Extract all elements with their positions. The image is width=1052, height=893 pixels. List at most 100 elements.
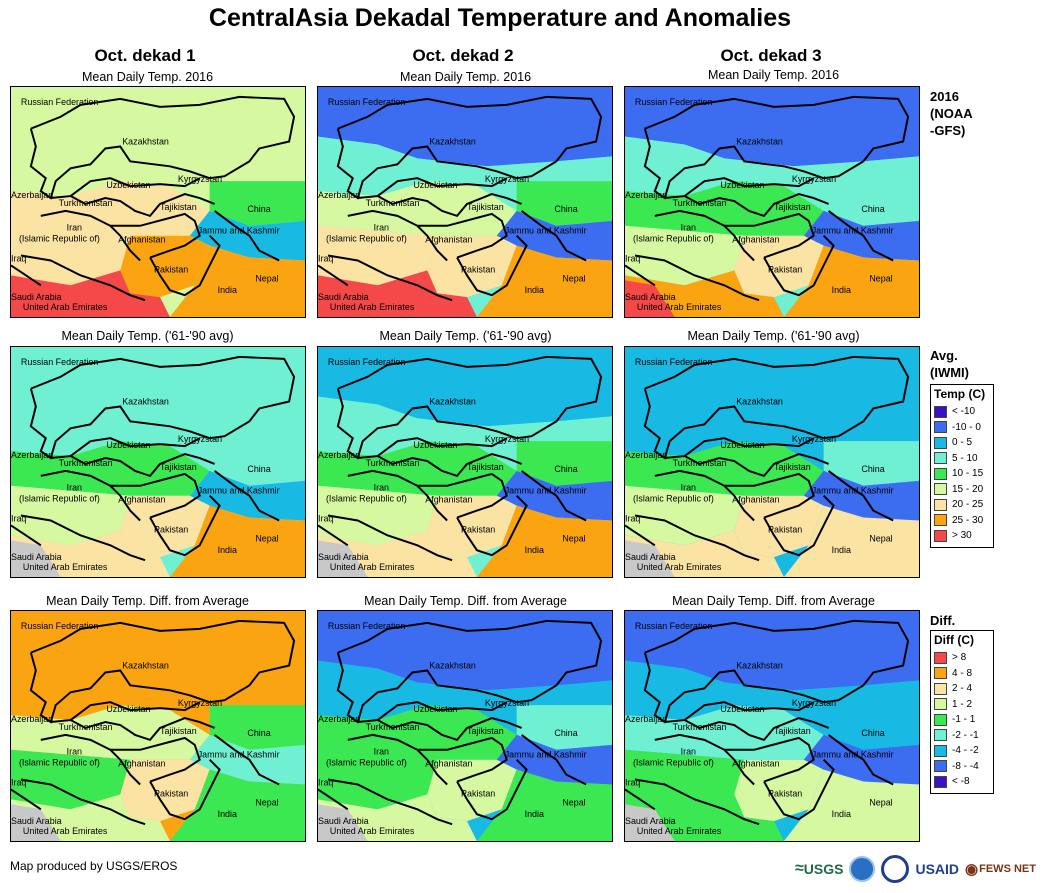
country-border (347, 733, 448, 786)
country-label-iran-sub: (Islamic Republic of) (19, 758, 100, 768)
country-label-kyrgyzstan: Kyrgyzstan (485, 174, 529, 184)
legend-swatch (934, 421, 947, 434)
row-label-average: Avg. (IWMI) (930, 348, 969, 380)
country-border (149, 495, 221, 557)
country-label-iraq: Iraq (625, 253, 640, 263)
climate-zone-india (476, 769, 612, 841)
country-label-kyrgyzstan: Kyrgyzstan (485, 434, 529, 444)
map-average-dekad-2: Russian Federation Kazakhstan Uzbekistan Ky… (317, 346, 613, 578)
country-label-china: China (554, 204, 577, 214)
climate-zone-kaz (318, 660, 612, 721)
country-label-tajikistan: Tajikistan (774, 202, 811, 212)
country-border (643, 388, 864, 460)
country-label-afghanistan: Afghanistan (425, 235, 472, 245)
country-label-pakistan: Pakistan (461, 524, 495, 534)
country-label-turkmenistan: Turkmenistan (59, 198, 113, 208)
country-label-india: India (525, 545, 544, 555)
country-label-iran: Iran (374, 483, 389, 493)
country-label-india: India (832, 545, 851, 555)
climate-zone-cent (11, 181, 210, 236)
country-border (521, 734, 587, 786)
country-label-saudi: Saudi Arabia (625, 816, 676, 826)
climate-zone-iran (318, 225, 438, 286)
climate-zone-kaz (318, 136, 612, 197)
map-2016-dekad-2: Russian Federation Kazakhstan Uzbekistan Ky… (317, 86, 613, 318)
diff-legend: Diff (C) > 8 4 - 8 2 - 4 1 - 2 -1 - 1 -2 - -1… (930, 630, 994, 794)
legend-swatch (934, 514, 947, 527)
legend-label: < -8 (952, 776, 970, 788)
country-border (644, 619, 910, 686)
climate-zone-north (318, 347, 612, 427)
country-border (643, 128, 864, 200)
climate-zone-kaz (625, 660, 919, 721)
climate-zone-cent (11, 705, 210, 760)
map-caption: Mean Daily Temp. Diff. from Average (672, 594, 875, 608)
country-label-iran-sub: (Islamic Republic of) (633, 234, 714, 244)
country-label-uzbekistan: Uzbekistan (720, 180, 764, 190)
country-border (110, 212, 201, 259)
legend-swatch (934, 467, 947, 480)
country-label-china: China (247, 728, 270, 738)
country-label-iran: Iran (374, 747, 389, 757)
country-label-jammu: Jammu and Kashmir (505, 226, 587, 236)
anomaly-map: Russian Federation Kazakhstan Uzbekistan Ky… (11, 611, 305, 841)
climate-zone-india (783, 505, 919, 577)
country-label-iran-sub: (Islamic Republic of) (633, 758, 714, 768)
legend-label: -8 - -4 (952, 760, 979, 772)
country-label-kyrgyzstan: Kyrgyzstan (178, 434, 222, 444)
country-label-azerbaijan: Azerbaijan (318, 190, 360, 200)
climate-zone-pak (120, 759, 210, 822)
country-label-iraq: Iraq (318, 513, 333, 523)
country-label-azerbaijan: Azerbaijan (625, 714, 667, 724)
country-border (20, 254, 146, 302)
country-label-tajikistan: Tajikistan (160, 462, 197, 472)
country-label-pakistan: Pakistan (768, 524, 802, 534)
country-label-nepal: Nepal (255, 273, 278, 283)
country-label-saudi: Saudi Arabia (11, 816, 62, 826)
country-label-saudi: Saudi Arabia (318, 552, 369, 562)
country-label-afghanistan: Afghanistan (732, 495, 779, 505)
climate-zone-arabia (625, 540, 675, 577)
climate-zone-iran (318, 749, 438, 810)
country-label-iran-sub: (Islamic Republic of) (326, 494, 407, 504)
country-label-iran-sub: (Islamic Republic of) (19, 234, 100, 244)
climate-zone-pak (734, 759, 824, 822)
climate-zone-india (783, 245, 919, 317)
legend-item: -4 - -2 (934, 743, 990, 759)
map-diff-dekad-2: Russian Federation Kazakhstan Uzbekistan Ky… (317, 610, 613, 842)
legend-swatch (934, 651, 947, 664)
legend-label: -1 - 1 (952, 714, 976, 726)
column-header-dekad-2: Oct. dekad 2 (412, 46, 514, 65)
climate-zone-chinaW (823, 705, 919, 750)
country-border (634, 254, 760, 302)
map-caption: Mean Daily Temp. ('61-'90 avg) (379, 329, 552, 343)
climate-zone-kaz (11, 136, 305, 197)
climate-zone-north (318, 87, 612, 167)
country-label-uzbekistan: Uzbekistan (413, 440, 457, 450)
country-border (763, 495, 835, 557)
country-border (29, 388, 250, 460)
climate-zone-chinaW (209, 705, 305, 750)
climate-zone-iran (11, 749, 131, 810)
country-label-china: China (861, 464, 884, 474)
country-border (214, 470, 280, 522)
country-label-turkmenistan: Turkmenistan (59, 458, 113, 468)
country-label-uzbekistan: Uzbekistan (720, 704, 764, 714)
legend-item: > 8 (934, 650, 990, 666)
map-average-dekad-1: Russian Federation Kazakhstan Uzbekistan Ky… (10, 346, 306, 578)
country-label-iran-sub: (Islamic Republic of) (326, 234, 407, 244)
country-border (664, 437, 815, 460)
climate-zone-north (625, 611, 919, 691)
country-border (149, 759, 221, 821)
legend-swatch (934, 713, 947, 726)
country-border (644, 95, 910, 162)
map-caption: Mean Daily Temp. ('61-'90 avg) (61, 329, 234, 343)
country-label-iraq: Iraq (625, 777, 640, 787)
usaid-logo: USAID (915, 861, 960, 877)
country-label-nepal: Nepal (869, 797, 892, 807)
climate-zone-cent (625, 441, 824, 496)
country-border (110, 472, 201, 519)
country-label-uzbekistan: Uzbekistan (413, 180, 457, 190)
country-label-afghanistan: Afghanistan (118, 759, 165, 769)
map-caption: Mean Daily Temp. ('61-'90 avg) (687, 329, 860, 343)
